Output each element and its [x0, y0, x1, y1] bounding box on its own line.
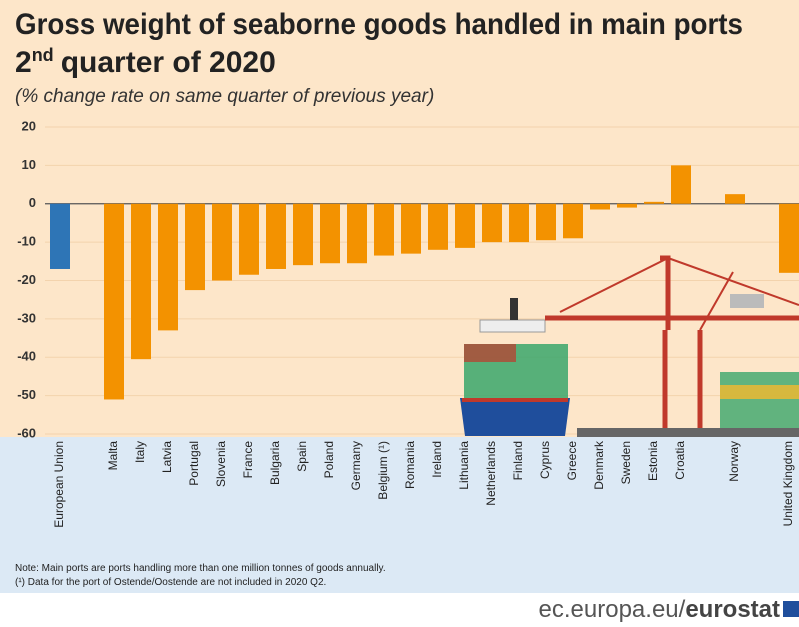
bar — [185, 204, 205, 290]
ship-funnel — [510, 298, 518, 320]
containers — [720, 372, 799, 428]
x-tick-label: Netherlands — [484, 441, 498, 506]
x-tick-label: Latvia — [160, 441, 174, 473]
bar — [131, 204, 151, 359]
bar — [779, 204, 799, 273]
x-tick-label: Portugal — [187, 441, 201, 486]
y-tick-label: 20 — [22, 118, 36, 133]
y-tick-label: 10 — [22, 157, 36, 172]
x-tick-label: France — [241, 441, 255, 479]
x-tick-label: Greece — [565, 441, 579, 481]
containers — [464, 344, 516, 362]
x-tick-label: Romania — [403, 441, 417, 489]
title-superscript: nd — [32, 45, 54, 65]
x-tick-label: Belgium (¹) — [376, 441, 390, 500]
bar — [104, 204, 124, 400]
x-tick-label: Estonia — [646, 441, 660, 481]
y-tick-label: -30 — [17, 310, 36, 325]
source: ec.europa.eu/eurostat — [539, 596, 780, 623]
bar — [158, 204, 178, 331]
x-tick-label: Slovenia — [214, 441, 228, 487]
bar — [644, 202, 664, 204]
x-tick-label: Germany — [349, 441, 363, 490]
bar — [401, 204, 421, 254]
title-number: 2 — [15, 46, 32, 79]
x-tick-label: Cyprus — [538, 441, 552, 479]
bar — [725, 194, 745, 204]
quay — [577, 428, 799, 437]
x-tick-label: Poland — [322, 441, 336, 478]
bar — [266, 204, 286, 269]
bar — [239, 204, 259, 275]
y-tick-label: -40 — [17, 349, 36, 364]
bar — [590, 204, 610, 210]
y-tick-label: 0 — [29, 195, 36, 210]
chart-subtitle: (% change rate on same quarter of previo… — [15, 86, 434, 107]
bar — [455, 204, 475, 248]
y-tick-label: -50 — [17, 387, 36, 402]
crane-cab — [730, 294, 764, 308]
title-rest: quarter of 2020 — [61, 46, 276, 79]
x-tick-label: Bulgaria — [268, 441, 282, 485]
x-tick-label: Italy — [133, 441, 147, 463]
source-domain: ec.europa.eu/ — [539, 596, 686, 623]
x-tick-label: Sweden — [619, 441, 633, 484]
source-brand: eurostat — [685, 596, 780, 623]
bar — [482, 204, 502, 242]
bar — [617, 204, 637, 208]
bar — [563, 204, 583, 239]
bar — [293, 204, 313, 265]
y-tick-label: -10 — [17, 234, 36, 249]
bar — [374, 204, 394, 256]
x-tick-label: Finland — [511, 441, 525, 480]
note: (¹) Data for the port of Ostende/Oostend… — [15, 577, 326, 588]
bar — [212, 204, 232, 281]
x-tick-label: Ireland — [430, 441, 444, 478]
chart-title: Gross weight of seaborne goods handled i… — [15, 8, 743, 41]
bar — [536, 204, 556, 240]
chart: Gross weight of seaborne goods handled i… — [0, 0, 799, 627]
x-tick-label: Norway — [727, 441, 741, 482]
x-tick-label: Lithuania — [457, 441, 471, 490]
x-tick-label: Spain — [295, 441, 309, 472]
bar — [671, 165, 691, 203]
y-tick-label: -60 — [17, 425, 36, 440]
bar — [50, 204, 70, 269]
x-tick-label: European Union — [52, 441, 66, 528]
ship-bridge — [480, 320, 545, 332]
ship-stripe — [462, 398, 568, 402]
x-tick-label: Denmark — [592, 440, 606, 490]
bar — [509, 204, 529, 242]
x-tick-label: Malta — [106, 441, 120, 471]
ship-hull — [460, 398, 570, 436]
x-tick-label: Croatia — [673, 441, 687, 480]
bar — [320, 204, 340, 263]
bar — [347, 204, 367, 263]
y-tick-label: -20 — [17, 272, 36, 287]
eu-flag — [783, 601, 799, 617]
containers — [720, 385, 799, 399]
x-tick-label: United Kingdom — [781, 441, 795, 526]
bar — [428, 204, 448, 250]
note: Note: Main ports are ports handling more… — [15, 563, 386, 574]
